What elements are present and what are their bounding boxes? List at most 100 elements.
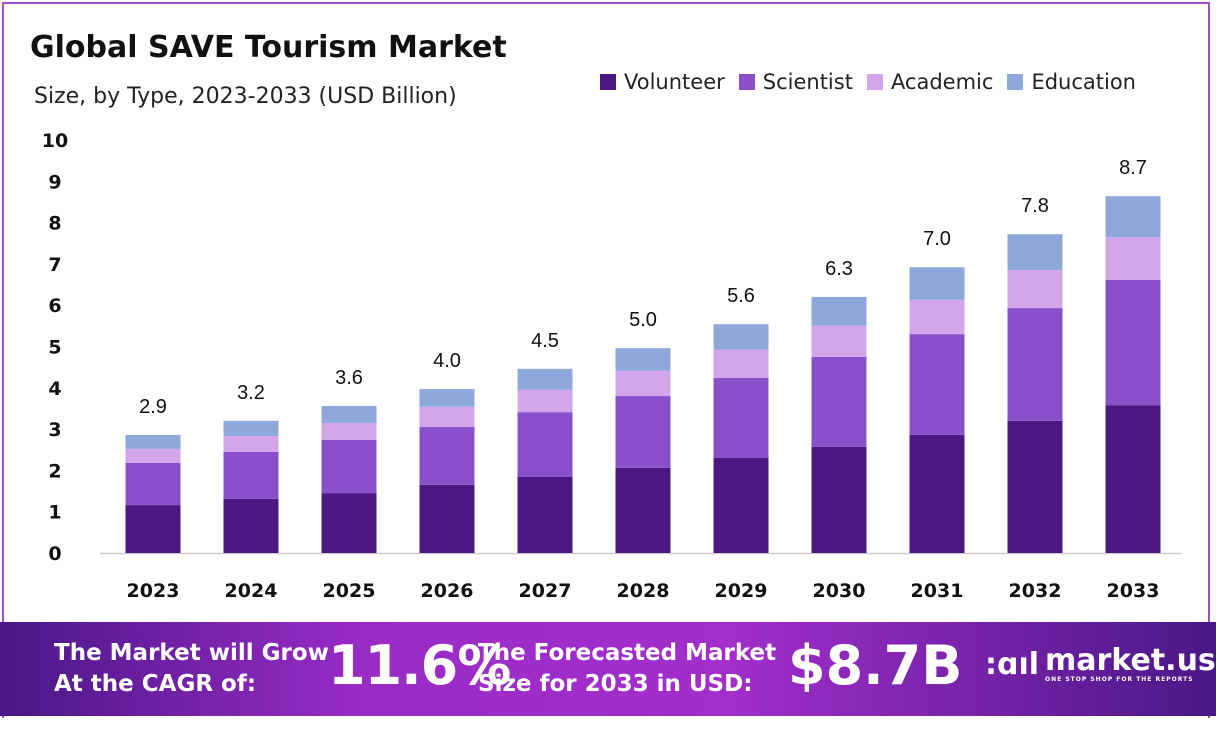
legend-label: Academic [890,70,994,94]
total-label: 5.0 [629,309,657,331]
x-tick-label: 2027 [519,580,572,602]
bar-segment-academic [1105,237,1161,281]
bar-segment-academic [125,448,181,463]
legend-label: Scientist [762,70,853,94]
bar-segment-volunteer [1007,420,1063,553]
forecast-value: $8.7B [788,634,963,697]
total-label: 3.2 [237,382,265,404]
x-tick-label: 2030 [813,580,866,602]
bar-segment-volunteer [909,434,965,553]
bar-segment-volunteer [517,477,573,553]
chart-title: Global SAVE Tourism Market [30,30,507,65]
x-tick-label: 2031 [911,580,964,602]
bar-segment-education [615,348,671,371]
legend-swatch [600,74,616,90]
bar-segment-education [1105,196,1161,238]
total-label: 7.0 [923,228,951,250]
total-label: 5.6 [727,285,755,307]
y-tick-label: 10 [42,130,68,152]
total-label: 8.7 [1119,157,1147,179]
bar-segment-scientist [1105,280,1161,406]
bar-segment-volunteer [125,505,181,553]
bar-segment-volunteer [223,498,279,553]
x-tick-label: 2023 [127,580,180,602]
market-us-logo: :ɑıl market.us ONE STOP SHOP FOR THE REPO… [985,643,1216,684]
y-tick-label: 1 [48,502,61,524]
bar-segment-scientist [321,439,377,494]
cagr-label: The Market will Grow At the CAGR of: [54,638,329,700]
bar-segment-education [517,368,573,390]
y-tick-label: 8 [48,213,61,235]
bar-segment-scientist [1007,308,1063,421]
x-tick-label: 2026 [421,580,474,602]
total-label: 3.6 [335,367,363,389]
bar-segment-volunteer [1105,405,1161,553]
chart-subtitle: Size, by Type, 2023-2033 (USD Billion) [34,84,457,109]
bar-segment-education [811,296,867,326]
bar-segment-scientist [419,427,475,485]
bar-segment-academic [713,349,769,378]
legend-label: Education [1031,70,1136,94]
legend-swatch [866,74,883,90]
bar-segment-academic [615,370,671,397]
bar-segment-scientist [517,412,573,478]
bar-segment-academic [811,325,867,357]
total-label: 4.5 [531,330,559,352]
bar-segment-academic [321,422,377,440]
forecast-label: The Forecasted Market Size for 2033 in US… [478,638,776,700]
legend-item: Academic [866,70,994,94]
y-tick-label: 2 [48,460,61,482]
total-label: 2.9 [139,396,167,418]
y-tick-label: 6 [48,295,61,317]
bar-segment-volunteer [713,458,769,553]
bar-segment-education [419,389,475,407]
y-tick-label: 0 [48,543,61,565]
legend-item: Education [1007,70,1136,94]
y-tick-label: 7 [48,254,61,276]
legend-label: Volunteer [624,70,725,94]
forecast-label-line2: Size for 2033 in USD: [478,671,753,697]
x-tick-label: 2025 [323,580,376,602]
bar-segment-academic [517,389,573,413]
total-label: 6.3 [825,258,853,280]
x-tick-label: 2032 [1009,580,1062,602]
bar-segment-scientist [811,356,867,447]
bar-segment-scientist [909,334,965,435]
total-label: 7.8 [1021,195,1049,217]
bar-segment-education [713,324,769,350]
cagr-value: 11.6% [328,634,511,697]
bar-segment-volunteer [811,446,867,553]
forecast-label-line1: The Forecasted Market [478,640,777,666]
bar-segment-scientist [615,396,671,468]
x-tick-label: 2028 [617,580,670,602]
x-tick-label: 2024 [225,580,278,602]
y-tick-label: 3 [48,419,61,441]
bar-segment-volunteer [419,484,475,553]
bar-segment-volunteer [615,467,671,553]
bar-segment-education [909,267,965,300]
legend: Volunteer Scientist Academic Education [600,70,1136,94]
bar-segment-academic [909,299,965,335]
legend-item: Scientist [738,70,853,94]
legend-item: Volunteer [600,70,725,94]
legend-swatch [738,74,755,90]
bar-segment-academic [1007,270,1063,309]
y-tick-label: 5 [48,337,61,359]
total-label: 4.0 [433,350,461,372]
logo-mark-icon: :ɑıl [985,647,1040,682]
bar-segment-academic [223,436,279,452]
footer-banner: The Market will Grow At the CAGR of: 11.6… [0,622,1216,716]
logo-tagline: ONE STOP SHOP FOR THE REPORTS [1045,676,1194,683]
bar-segment-scientist [125,462,181,506]
cagr-label-line2: At the CAGR of: [54,671,257,697]
bar-segment-academic [419,406,475,428]
bar-segment-education [321,405,377,423]
legend-swatch [1007,74,1024,90]
bar-segment-scientist [223,451,279,499]
y-tick-label: 4 [48,378,61,400]
bar-segment-education [125,434,181,449]
stacked-bar-chart: 0 1 2 3 4 5 6 7 8 9 10 2.9 2023 3.2 2024 3.6 2025 4.0 2026… [42,130,1182,602]
cagr-label-line1: The Market will Grow [54,640,329,666]
logo-name: market.us [1045,643,1216,678]
bar-segment-education [223,420,279,437]
